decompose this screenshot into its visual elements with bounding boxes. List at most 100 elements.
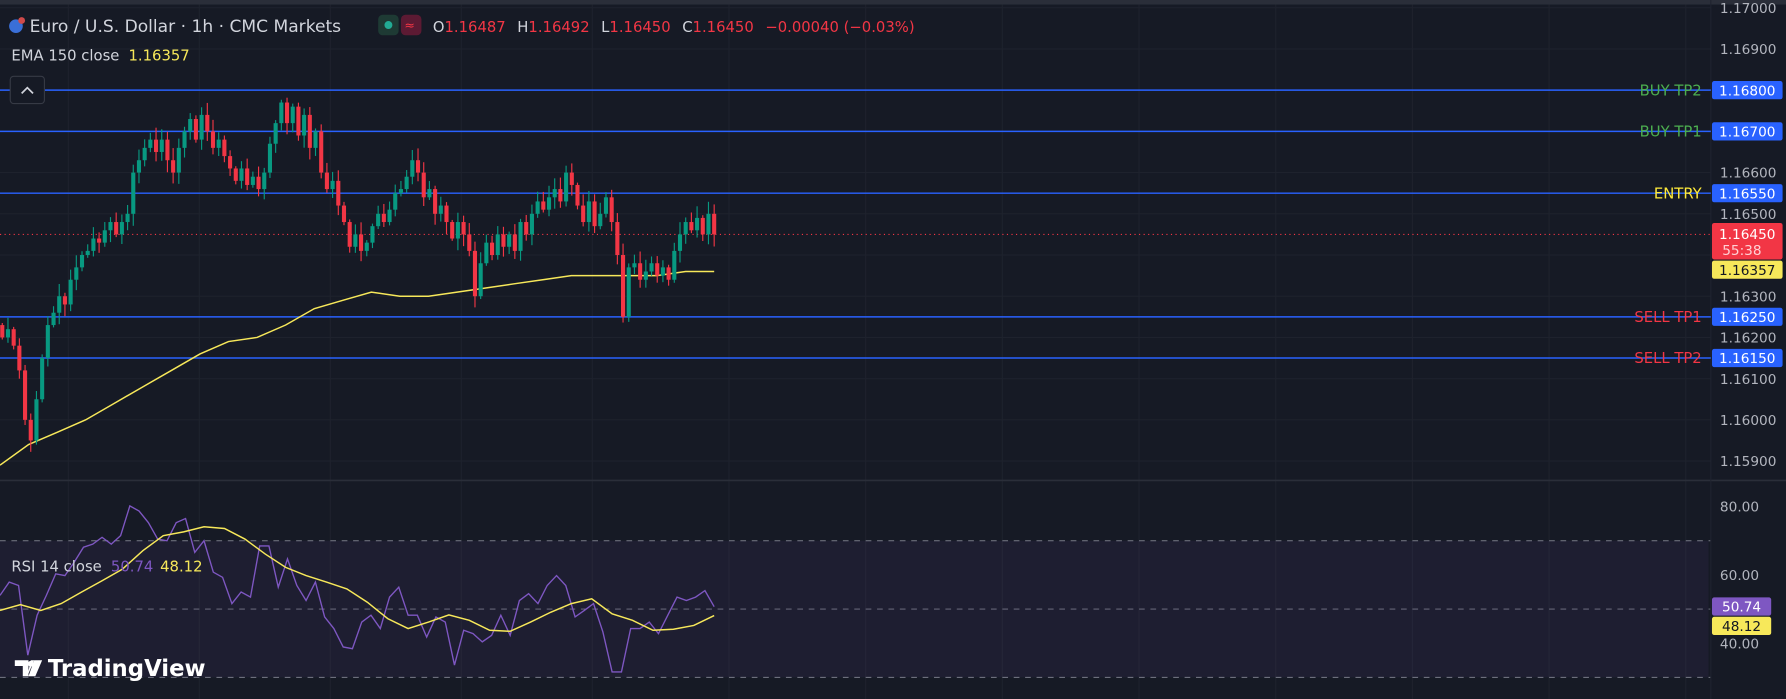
price-axis-label: 1.16100 (1720, 372, 1776, 388)
candle-body (421, 172, 426, 198)
price-axis-label: 1.17000 (1720, 1, 1776, 17)
rsi-axis-label: 60.00 (1720, 568, 1759, 584)
current-price-tag (1711, 223, 1783, 260)
level-label: SELL TP1 (1634, 309, 1701, 326)
ema-price-tag (1711, 260, 1783, 279)
candle-body (700, 217, 705, 235)
candle-body (273, 123, 278, 144)
price-axis[interactable]: 1.17000 1.16900 1.16600 1.16500 1.16300 1.162… (1711, 1, 1783, 470)
candle-body (638, 263, 643, 280)
candle-body (455, 222, 460, 239)
tradingview-logo-icon (14, 660, 35, 677)
candle-body (541, 201, 546, 210)
candle-body (353, 234, 358, 247)
candle-body (159, 139, 164, 152)
candle-body (490, 242, 495, 256)
grid (0, 4, 1711, 699)
candle-body (398, 189, 403, 194)
candle-body (512, 234, 517, 251)
candle-body (564, 172, 569, 202)
level-label: SELL TP2 (1634, 350, 1701, 367)
candle-body (23, 370, 28, 420)
market-open-icon (378, 14, 399, 36)
candle-body (216, 139, 221, 148)
candle-body (649, 263, 654, 272)
candle-body (91, 238, 96, 251)
candle-body (222, 139, 227, 157)
candle-body (119, 222, 124, 235)
ema-price-text: 1.16357 (1719, 263, 1775, 279)
candle-body (603, 197, 609, 214)
candle-body (57, 296, 62, 313)
candle-body (199, 114, 204, 140)
candle-body (347, 222, 352, 247)
price-axis-label: 1.16500 (1720, 207, 1776, 223)
price-axis-label: 1.16200 (1720, 331, 1776, 347)
candle-body (262, 172, 267, 190)
rsi-line (0, 504, 715, 673)
rsi-band-fill (0, 540, 1709, 678)
candle-body (695, 217, 700, 231)
candle-body (689, 222, 694, 231)
candle-body (233, 168, 238, 181)
replay-wave-icon[interactable]: ≈ (400, 14, 422, 36)
candle-body (205, 114, 210, 132)
level-price-text: 1.16250 (1719, 310, 1775, 326)
ohlc-readout: O1.16487 H1.16492 L1.16450 C1.16450 −0.0… (433, 19, 915, 36)
svg-text:≈: ≈ (404, 18, 415, 33)
symbol-title[interactable]: Euro / U.S. Dollar · 1h · CMC Markets (30, 17, 342, 37)
level-price-text: 1.16150 (1719, 351, 1775, 367)
ema-legend[interactable]: EMA 150 close 1.16357 (11, 47, 189, 64)
price-axis-label: 1.16600 (1720, 166, 1776, 182)
candle-body (415, 160, 421, 173)
collapse-legend-button[interactable] (9, 75, 45, 105)
level-lines: BUY TP2 1.16800 BUY TP1 1.16700 ENTRY 1.16550… (0, 81, 1783, 367)
candle-body (461, 222, 466, 235)
current-price-text: 1.16450 (1719, 227, 1775, 243)
candle-body (683, 222, 688, 235)
candle-body (552, 189, 557, 198)
candle-body (228, 156, 233, 169)
candle-body (712, 213, 717, 235)
candle-body (239, 168, 244, 181)
candle-body (102, 230, 107, 243)
candle-body (313, 131, 318, 148)
candle-body (575, 184, 580, 206)
candle-body (472, 250, 478, 297)
candle-body (507, 234, 512, 247)
rsi-ma-text: 48.12 (1722, 619, 1761, 635)
candle-body (165, 139, 170, 161)
candle-body (302, 114, 307, 136)
candle-body (433, 189, 438, 214)
candle-body (256, 176, 261, 190)
candle-body (546, 197, 552, 210)
candle-body (45, 325, 50, 359)
candle-body (626, 267, 631, 317)
candle-body (666, 267, 671, 280)
chevron-up-icon (21, 86, 34, 94)
candle-body (296, 106, 301, 136)
candles (0, 97, 717, 452)
candle-body (51, 312, 56, 326)
candle-body (609, 197, 614, 223)
rsi-legend[interactable]: RSI 14 close 50.74 48.12 (11, 558, 202, 575)
tradingview-logo[interactable]: TradingView (14, 656, 206, 682)
candle-body (284, 102, 290, 124)
candle-body (40, 358, 45, 400)
candle-body (11, 329, 16, 346)
candle-body (148, 139, 153, 148)
candle-body (68, 279, 73, 305)
candle-body (410, 160, 415, 177)
candle-body (125, 213, 130, 223)
candle-body (142, 147, 147, 161)
candle-body (85, 250, 90, 256)
candle-body (114, 222, 119, 235)
candle-body (450, 222, 455, 239)
candle-body (330, 180, 335, 190)
svg-text:TradingView: TradingView (48, 656, 206, 682)
rsi-axis[interactable]: 80.00 60.00 40.00 50.74 48.12 (1711, 500, 1772, 653)
candle-body (581, 205, 586, 223)
candle-body (569, 172, 574, 185)
countdown-text: 55:38 (1722, 243, 1761, 259)
